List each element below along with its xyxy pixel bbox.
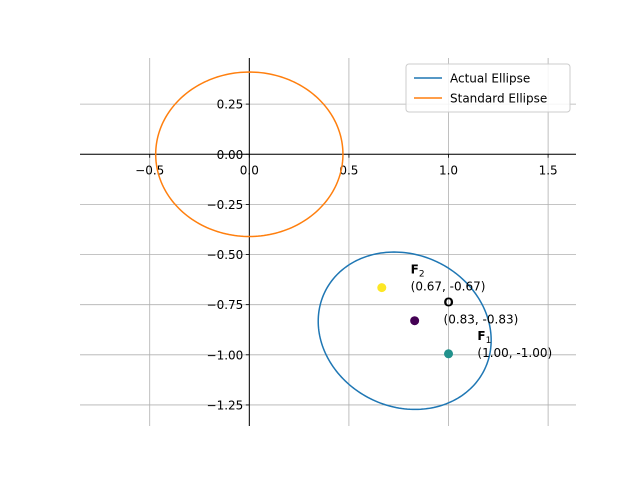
x-tick-label: 1.0 <box>439 163 458 177</box>
y-tick-label: 0.25 <box>217 98 244 112</box>
point-annotations: F2(0.67, -0.67) O (0.83, -0.83) F1(1.00, -1… <box>411 263 552 360</box>
legend: Actual Ellipse Standard Ellipse <box>405 63 571 113</box>
point-coord-label-F2: (0.67, -0.67) <box>411 280 486 294</box>
y-tick-label: −0.25 <box>207 198 244 212</box>
legend-label-0: Actual Ellipse <box>450 72 530 86</box>
point-name-F2: F2 <box>411 263 425 280</box>
point-name-O: O <box>444 296 454 310</box>
y-tick-label: −0.50 <box>207 248 244 262</box>
point-F2 <box>377 283 387 293</box>
point-subscript-F2: 2 <box>419 270 425 280</box>
y-tick-label: −1.25 <box>207 398 244 412</box>
x-tick-label: −0.5 <box>135 163 164 177</box>
series-curve-1 <box>154 71 344 238</box>
legend-label-1: Standard Ellipse <box>450 92 547 106</box>
point-coord-label-F1: (1.00, -1.00) <box>477 346 552 360</box>
point-O <box>410 316 420 326</box>
series-curve-0 <box>317 251 492 411</box>
point-subscript-F1: 1 <box>486 336 492 346</box>
grid-lines <box>80 58 576 426</box>
tick-labels: −0.5 0.0 0.5 1.0 1.5 0.25 0.00 −0.25 −0.50 −0.75 −… <box>135 98 558 413</box>
y-tick-label: −0.75 <box>207 298 244 312</box>
point-coord-label-O: (0.83, -0.83) <box>444 313 519 327</box>
y-tick-label: −1.00 <box>207 348 244 362</box>
focus-points <box>377 283 454 359</box>
x-tick-label: 0.0 <box>240 163 259 177</box>
axes <box>80 58 576 426</box>
x-tick-label: 0.5 <box>339 163 358 177</box>
point-F1 <box>444 349 454 359</box>
y-tick-label: 0.00 <box>217 148 244 162</box>
series-curves <box>154 71 492 411</box>
point-name-F1: F1 <box>477 329 491 346</box>
legend-box <box>405 63 571 113</box>
x-tick-label: 1.5 <box>539 163 558 177</box>
